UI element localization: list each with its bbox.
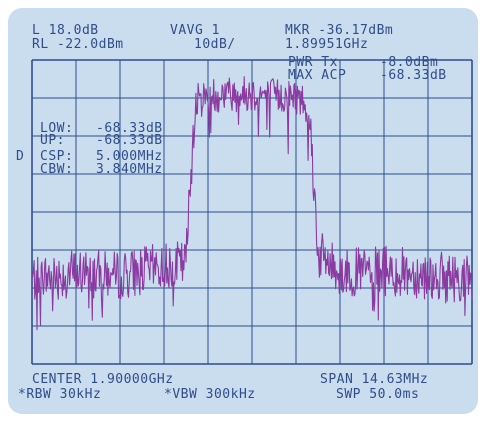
ref-offset-readout: L 18.0dB (32, 23, 99, 38)
max-acp-label: MAX ACP (288, 68, 347, 83)
scale-readout: 10dB/ (194, 37, 236, 52)
pwr-tx-label: PWR Tx (288, 55, 338, 70)
vbw-readout: *VBW 300kHz (164, 387, 256, 402)
acp-low-label: LOW: (40, 121, 74, 136)
pwr-tx-value: -8.0dBm (380, 55, 439, 70)
center-frequency-readout: CENTER 1.90000GHz (32, 372, 174, 387)
acp-up-value: -68.33dB (96, 133, 163, 148)
cbw-value: 3.840MHz (96, 162, 163, 177)
acp-up-label: UP: (40, 133, 65, 148)
display-mode-indicator: D (16, 149, 25, 164)
averaging-readout: VAVG 1 (170, 23, 220, 38)
sweep-time-readout: SWP 50.0ms (336, 387, 420, 402)
max-acp-value: -68.33dB (380, 68, 447, 83)
acp-low-value: -68.33dB (96, 121, 163, 136)
cbw-label: CBW: (40, 162, 74, 177)
marker-amplitude-readout: MKR -36.17dBm (285, 23, 394, 38)
spectrum-trace (31, 76, 473, 331)
csp-value: 5.000MHz (96, 149, 163, 164)
ref-level-readout: RL -22.0dBm (32, 37, 124, 52)
spectrum-plot (31, 59, 473, 365)
csp-label: CSP: (40, 149, 74, 164)
marker-frequency-readout: 1.89951GHz (285, 37, 369, 52)
span-readout: SPAN 14.63MHz (320, 372, 429, 387)
rbw-readout: *RBW 30kHz (18, 387, 102, 402)
analyzer-screen: L 18.0dB VAVG 1 MKR -36.17dBm RL -22.0dB… (8, 8, 478, 414)
